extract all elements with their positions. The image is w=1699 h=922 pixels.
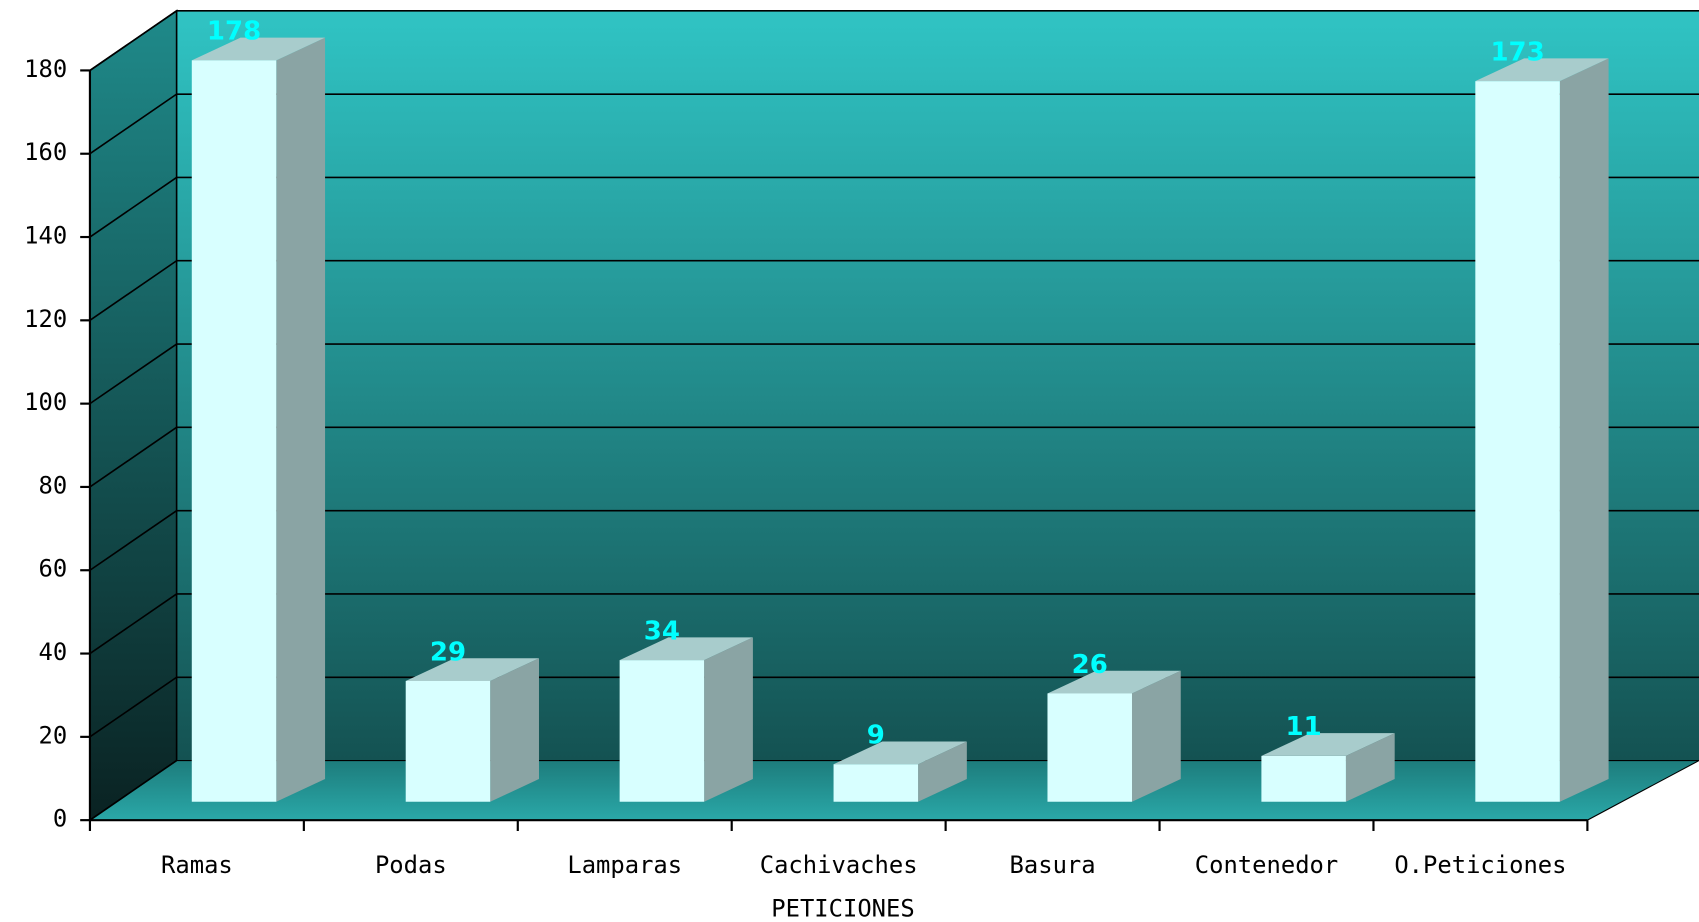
bar-top — [1047, 670, 1181, 694]
grid-line — [89, 509, 178, 571]
y-tick-label: 140 — [24, 222, 67, 250]
y-tick-label: 100 — [24, 388, 67, 416]
y-tick-label: 40 — [38, 638, 67, 666]
bar — [833, 764, 919, 802]
grid-line — [89, 343, 178, 405]
bar-top — [1475, 58, 1609, 82]
x-tick-label: Ramas — [161, 851, 233, 879]
back-wall — [176, 10, 1699, 761]
bar-top — [405, 658, 539, 681]
value-label: 178 — [207, 17, 261, 47]
y-tick-label: 60 — [38, 555, 67, 583]
grid-line — [89, 93, 178, 155]
bar — [1047, 693, 1132, 802]
grid-line — [89, 426, 178, 488]
bar-side — [1345, 733, 1395, 802]
bar-side — [490, 658, 539, 802]
x-tick-label: Podas — [375, 851, 447, 879]
y-tick-label: 120 — [24, 305, 67, 333]
bar-top — [191, 37, 326, 61]
bar-top — [619, 637, 753, 661]
bar — [619, 660, 705, 802]
x-tick-label: Cachivaches — [760, 851, 918, 879]
y-tick-label: 160 — [24, 138, 67, 166]
x-tick-label: O.Peticiones — [1394, 851, 1566, 879]
y-tick-label: 20 — [38, 721, 67, 749]
value-label: 34 — [644, 616, 680, 646]
value-label: 11 — [1286, 712, 1322, 742]
grid-line — [89, 759, 178, 821]
bar-side — [1131, 670, 1181, 802]
value-label: 29 — [430, 637, 466, 667]
bar — [1475, 81, 1560, 802]
x-tick-label: Contenedor — [1195, 851, 1338, 879]
bar — [405, 680, 491, 802]
x-tick-label: Basura — [1010, 851, 1096, 879]
grid-line — [89, 676, 178, 738]
value-label: 9 — [867, 721, 885, 751]
y-tick-label: 180 — [24, 55, 67, 83]
bar — [191, 60, 277, 802]
grid-line — [89, 176, 178, 238]
x-axis-title: PETICIONES — [771, 895, 914, 922]
x-tick-label: Lamparas — [567, 851, 682, 879]
bar-top — [1261, 733, 1395, 756]
y-tick-label: 80 — [38, 471, 67, 499]
bar-side — [1559, 58, 1609, 802]
bar-top — [833, 741, 967, 765]
bar-side — [276, 37, 326, 802]
bar — [1261, 755, 1346, 802]
bar-side — [704, 637, 753, 802]
value-label: 26 — [1072, 650, 1108, 680]
bar-side — [918, 741, 967, 802]
value-label: 173 — [1490, 37, 1544, 67]
grid-line — [89, 260, 178, 322]
grid-line — [89, 10, 178, 72]
grid-line — [89, 593, 178, 655]
y-tick-label: 0 — [53, 805, 67, 833]
left-wall — [89, 9, 178, 822]
